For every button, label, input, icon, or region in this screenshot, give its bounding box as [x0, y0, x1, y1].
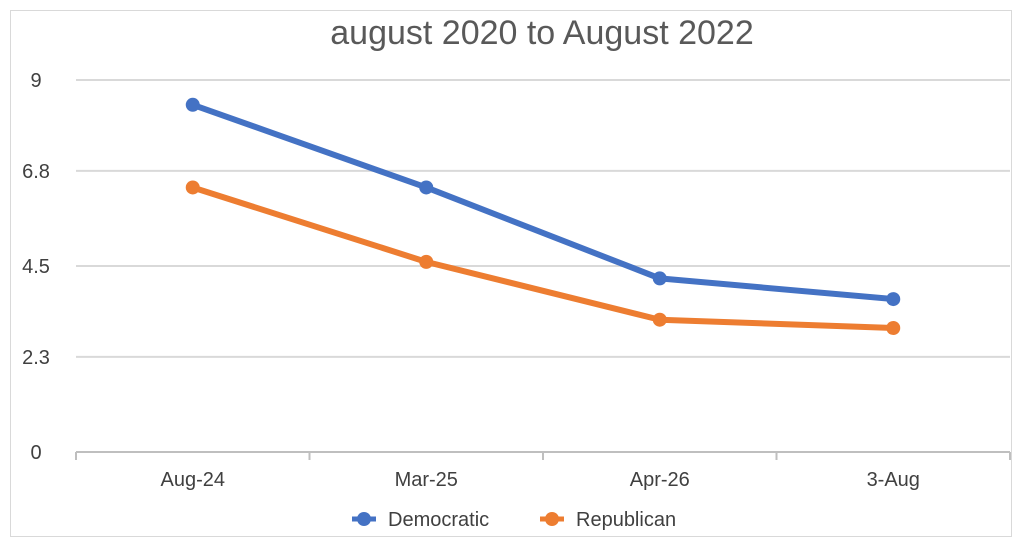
y-tick-label: 4.5	[22, 256, 50, 278]
data-point-republican	[419, 254, 434, 269]
series-republican	[185, 180, 901, 335]
y-tick-label: 9	[30, 70, 41, 92]
x-axis	[75, 451, 1011, 460]
data-point-democratic	[419, 180, 434, 195]
chart-frame	[10, 10, 1012, 537]
y-tick-label: 0	[30, 442, 41, 464]
data-point-democratic	[886, 292, 901, 307]
legend-marker-icon	[545, 512, 559, 526]
series-democratic	[185, 97, 901, 307]
legend-marker-icon	[357, 512, 371, 526]
y-axis-tick-labels: 0 2.3 4.5 6.8 9	[22, 70, 50, 464]
data-point-democratic	[185, 97, 200, 112]
legend-label: Democratic	[388, 509, 489, 531]
legend: Democratic Republican	[352, 509, 676, 531]
legend-item-republican: Republican	[540, 509, 676, 531]
x-tick-label: Aug-24	[161, 469, 226, 491]
data-point-democratic	[652, 271, 667, 286]
chart-title: august 2020 to August 2022	[330, 14, 753, 52]
x-tick-label: Apr-26	[630, 469, 690, 491]
data-point-republican	[185, 180, 200, 195]
legend-item-democratic: Democratic	[352, 509, 489, 531]
x-axis-tick-labels: Aug-24 Mar-25 Apr-26 3-Aug	[161, 469, 920, 491]
data-point-republican	[652, 312, 667, 327]
data-point-republican	[886, 321, 901, 335]
series-line-republican	[189, 184, 897, 331]
legend-label: Republican	[576, 509, 676, 531]
series-lines	[185, 97, 901, 335]
series-line-democratic	[189, 101, 897, 303]
y-tick-label: 2.3	[22, 347, 50, 369]
gridlines	[76, 79, 1010, 358]
x-tick-label: 3-Aug	[867, 469, 920, 491]
x-tick-label: Mar-25	[395, 469, 458, 491]
y-tick-label: 6.8	[22, 161, 50, 183]
